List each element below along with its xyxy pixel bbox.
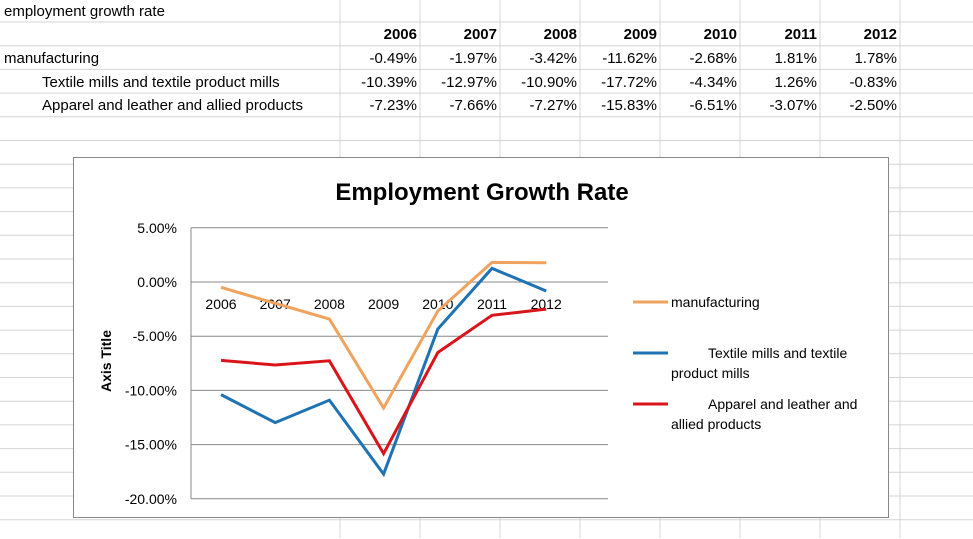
y-tick-label: -10.00% bbox=[125, 382, 177, 398]
series-line-0[interactable] bbox=[221, 262, 546, 408]
series-line-2[interactable] bbox=[221, 309, 546, 453]
y-tick-label: 5.00% bbox=[137, 220, 177, 236]
y-tick-label: -5.00% bbox=[133, 328, 177, 344]
y-tick-label: -15.00% bbox=[125, 437, 177, 453]
x-tick-label: 2008 bbox=[314, 296, 345, 312]
legend-label: manufacturing bbox=[671, 294, 760, 310]
chart[interactable]: Employment Growth Rate 5.00% 0.00% -5.00% -1… bbox=[73, 157, 889, 518]
y-tick-label: 0.00% bbox=[137, 274, 177, 290]
x-tick-label: 2006 bbox=[205, 296, 236, 312]
chart-title: Employment Growth Rate bbox=[335, 179, 628, 206]
y-axis-title: Axis Title bbox=[98, 330, 114, 392]
x-tick-label: 2009 bbox=[368, 296, 399, 312]
x-tick-label: 2011 bbox=[477, 296, 507, 312]
y-tick-label: -20.00% bbox=[125, 491, 177, 507]
